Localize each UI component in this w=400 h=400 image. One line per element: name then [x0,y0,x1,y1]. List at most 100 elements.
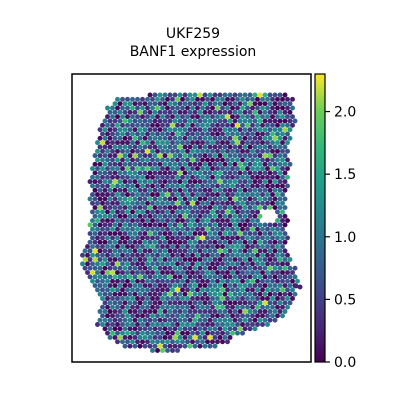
spot [135,192,140,198]
spot [197,317,203,323]
spot [125,209,130,215]
spot [140,114,145,120]
spot [242,326,248,332]
spot [112,101,118,107]
spot [162,109,168,115]
spot [220,183,225,189]
spot [92,222,98,228]
spot [217,222,223,228]
spot [107,118,113,124]
spot [160,209,165,215]
spot [90,200,95,206]
spot [282,309,288,314]
spot [122,144,128,150]
spot [245,244,250,249]
spot [257,109,263,115]
spot [130,270,135,275]
spot [227,239,233,245]
spot [160,183,165,189]
spot [140,278,145,284]
spot [275,192,280,198]
spot [215,200,220,206]
spot [150,166,155,172]
spot [92,265,98,271]
spot [105,330,110,336]
spot [195,166,200,172]
spot [132,213,138,219]
spot [222,317,228,323]
spot [265,261,270,267]
spot [162,291,168,297]
spot [142,300,148,306]
spot [195,122,200,128]
spot [205,235,210,241]
spot [225,166,230,172]
spot [230,261,235,267]
spot [200,105,205,111]
spot [222,265,228,271]
spot [102,144,108,150]
spot [185,131,190,137]
spot [272,170,278,176]
spot [250,105,255,111]
spot [232,265,238,271]
spot [242,248,248,254]
spot [237,326,243,332]
spot [177,161,183,167]
spot [122,213,128,219]
spot [150,96,155,102]
spot [202,222,208,228]
spot [115,226,120,232]
spot [195,183,200,189]
spot [202,317,208,323]
spot [135,148,140,154]
spot [150,157,155,163]
spot [230,192,235,198]
spot [157,118,163,124]
spot [277,196,283,202]
spot [145,192,150,198]
spot [175,140,180,146]
spot [180,244,185,249]
spot [172,257,178,262]
spot [202,274,208,280]
spot [262,222,268,228]
spot [132,118,138,124]
spot [230,330,235,336]
spot [102,248,108,254]
spot [267,205,273,211]
spot [187,231,193,237]
spot [180,252,185,258]
spot [200,261,205,267]
spot [92,239,98,245]
spot [247,161,253,167]
spot [225,287,230,293]
spot [160,174,165,180]
spot [165,148,170,154]
spot [242,309,248,314]
spot [175,218,180,224]
spot [235,330,240,336]
spot [175,235,180,241]
spot [242,101,248,107]
spot [192,92,198,98]
spot [117,135,123,141]
spot [187,170,193,176]
spot [120,183,125,189]
spot [145,287,150,293]
spot [280,226,285,232]
spot [210,278,215,284]
spot [155,252,160,258]
spot [207,213,213,219]
spot [232,196,238,202]
spot [190,244,195,249]
spot [135,287,140,293]
spot [260,183,265,189]
spot [182,213,188,219]
spot [227,179,233,185]
spot [135,261,140,267]
spot [235,183,240,189]
spot [222,326,228,332]
spot [207,309,213,314]
spot [167,101,173,107]
